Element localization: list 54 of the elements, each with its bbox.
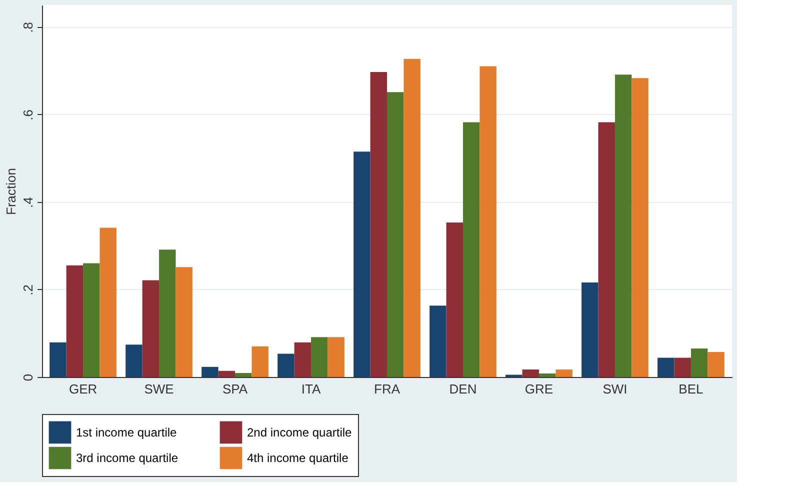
y-tick-label: 0 (20, 374, 36, 382)
bar (252, 346, 268, 377)
x-tick-label: SPA (222, 382, 248, 396)
bar (430, 306, 446, 377)
x-tick-label: DEN (449, 382, 477, 396)
legend-label: 1st income quartile (76, 425, 178, 440)
bar (235, 373, 252, 377)
bar (278, 354, 294, 377)
bar (218, 370, 236, 377)
x-tick-label: SWE (144, 382, 174, 396)
bar (556, 370, 572, 377)
legend-label: 2nd income quartile (247, 425, 352, 440)
x-tick-label: SWI (602, 382, 628, 396)
x-tick-label: GER (68, 382, 98, 396)
bar (66, 265, 84, 377)
bar (582, 282, 598, 377)
bar (294, 342, 312, 377)
bar (142, 280, 160, 377)
bar (202, 366, 218, 377)
bar (354, 152, 370, 377)
bar (159, 250, 176, 377)
x-tick-label: BEL (678, 382, 704, 396)
bar (480, 66, 496, 377)
y-tick-label: .8 (20, 22, 36, 33)
bar (598, 122, 615, 377)
bar (387, 92, 404, 377)
x-tick-label: GRE (524, 382, 554, 396)
x-tick-label: ITA (301, 382, 321, 396)
bar (100, 228, 116, 377)
bar (538, 374, 556, 377)
y-tick-label: .6 (20, 109, 36, 120)
y-tick-label: .4 (20, 197, 36, 208)
y-tick-label: .2 (20, 284, 36, 296)
bar (311, 337, 328, 377)
bar (522, 370, 539, 377)
bar (632, 78, 648, 377)
bar (83, 263, 100, 377)
legend-label: 3rd income quartile (76, 451, 178, 465)
bar (126, 344, 142, 377)
bar (370, 72, 387, 377)
bar (446, 222, 463, 377)
bar (328, 337, 344, 377)
bar (404, 58, 420, 377)
bar (690, 348, 708, 377)
y-axis-title: Fraction (4, 168, 18, 215)
bar (708, 352, 724, 377)
bar (50, 342, 66, 377)
bar (658, 358, 674, 377)
legend-label: 4th income quartile (247, 451, 349, 465)
x-tick-label: FRA (374, 382, 400, 396)
bar (462, 122, 480, 377)
bar (614, 74, 632, 377)
bar (674, 358, 691, 377)
bar (176, 267, 192, 377)
